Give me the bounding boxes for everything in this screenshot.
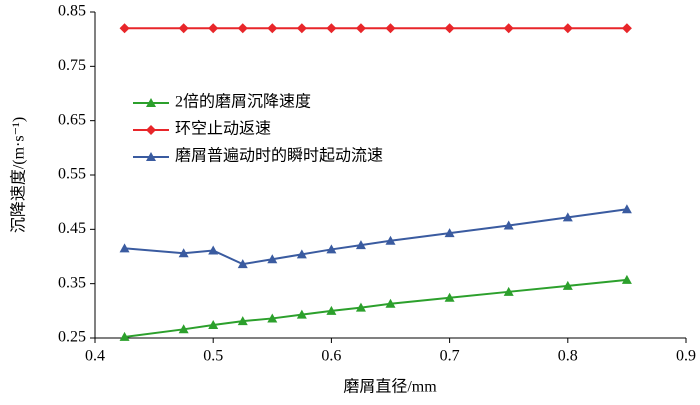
data-point xyxy=(296,249,307,259)
x-tick-label: 0.5 xyxy=(203,348,223,365)
x-tick-label: 0.8 xyxy=(558,348,578,365)
data-point xyxy=(355,302,366,312)
data-point xyxy=(385,298,396,308)
data-point xyxy=(208,319,219,329)
data-point xyxy=(444,23,455,34)
data-point xyxy=(178,248,189,258)
y-tick-label: 0.65 xyxy=(58,111,86,128)
data-point xyxy=(208,245,219,255)
y-tick-label: 0.85 xyxy=(58,3,86,20)
legend-marker xyxy=(146,98,156,107)
legend-marker xyxy=(146,152,156,161)
data-point xyxy=(237,316,248,326)
y-tick-label: 0.25 xyxy=(58,329,86,346)
data-point xyxy=(267,313,278,323)
legend-marker xyxy=(146,125,156,135)
data-point xyxy=(326,244,337,254)
data-point xyxy=(444,292,455,302)
data-point xyxy=(119,243,130,253)
series-line xyxy=(124,278,628,338)
data-point xyxy=(237,23,248,34)
x-axis-label: 磨屑直径/mm xyxy=(343,378,437,396)
y-tick-label: 0.55 xyxy=(58,166,86,183)
data-point xyxy=(621,274,632,284)
data-point xyxy=(178,324,189,334)
legend-label: 2倍的磨屑沉降速度 xyxy=(175,93,311,111)
data-point xyxy=(503,220,514,230)
x-tick-label: 0.7 xyxy=(440,348,460,365)
data-point xyxy=(444,228,455,238)
data-point xyxy=(621,23,632,34)
data-point xyxy=(385,235,396,245)
data-point xyxy=(326,23,337,34)
data-point xyxy=(267,254,278,264)
data-point xyxy=(119,23,130,34)
data-point xyxy=(562,280,573,290)
legend-label: 环空止动返速 xyxy=(175,120,271,138)
series-line xyxy=(124,208,628,266)
y-axis-label: 沉降速度/(m·s⁻¹) xyxy=(10,117,28,233)
x-tick-label: 0.6 xyxy=(321,348,341,365)
data-point xyxy=(267,23,278,34)
y-tick-label: 0.45 xyxy=(58,220,86,237)
data-point xyxy=(326,305,337,315)
data-point xyxy=(237,259,248,269)
x-tick-label: 0.4 xyxy=(85,348,105,365)
data-point xyxy=(503,286,514,296)
x-tick-label: 0.9 xyxy=(676,348,696,365)
data-point xyxy=(621,204,632,214)
data-point xyxy=(178,23,189,34)
data-point xyxy=(503,23,514,34)
data-point xyxy=(208,23,219,34)
data-point xyxy=(119,331,130,341)
data-point xyxy=(385,23,396,34)
data-point xyxy=(296,309,307,319)
y-tick-label: 0.35 xyxy=(58,274,86,291)
data-point xyxy=(355,23,366,34)
data-point xyxy=(355,240,366,250)
y-tick-label: 0.75 xyxy=(58,57,86,74)
data-point xyxy=(562,212,573,222)
legend-label: 磨屑普遍动时的瞬时起动流速 xyxy=(175,147,383,165)
data-point xyxy=(296,23,307,34)
data-point xyxy=(562,23,573,34)
